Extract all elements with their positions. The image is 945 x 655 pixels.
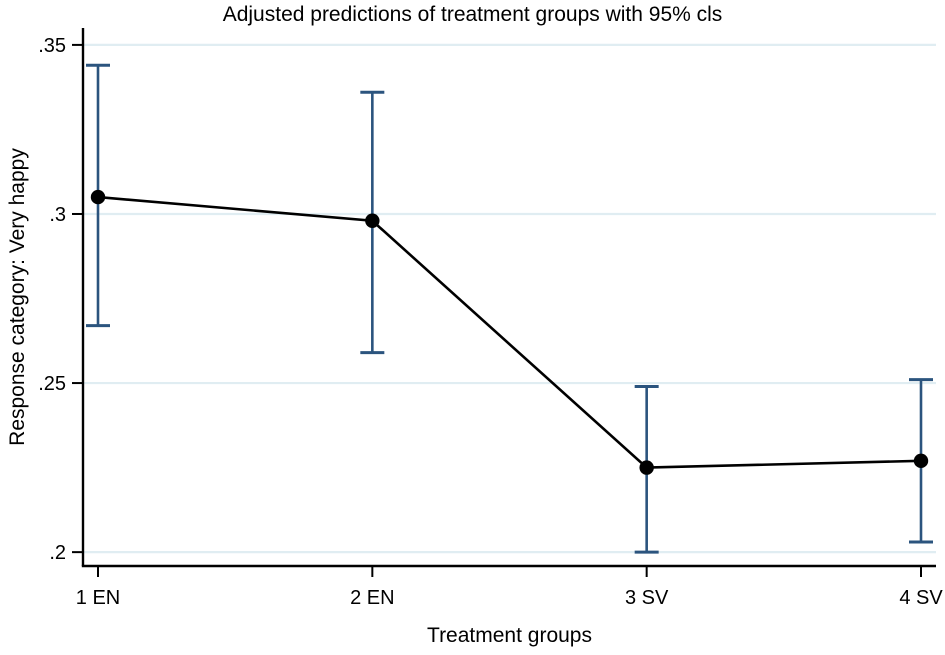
chart-title: Adjusted predictions of treatment groups… [222, 3, 723, 26]
x-tick-label: 3 SV [625, 587, 669, 609]
x-tick-label: 1 EN [76, 587, 120, 609]
y-tick-label: .25 [38, 373, 66, 395]
prediction-marker [90, 189, 106, 205]
prediction-marker [639, 460, 654, 475]
x-tick-label: 4 SV [899, 587, 943, 609]
x-tick-label: 2 EN [350, 587, 394, 609]
x-axis-title: Treatment groups [427, 624, 592, 647]
prediction-marker [913, 453, 929, 469]
y-tick-label: .3 [49, 204, 66, 226]
y-tick-label: .35 [38, 35, 66, 57]
y-tick-label: .2 [49, 542, 66, 564]
prediction-marker [365, 213, 380, 228]
prediction-line [97, 195, 922, 469]
